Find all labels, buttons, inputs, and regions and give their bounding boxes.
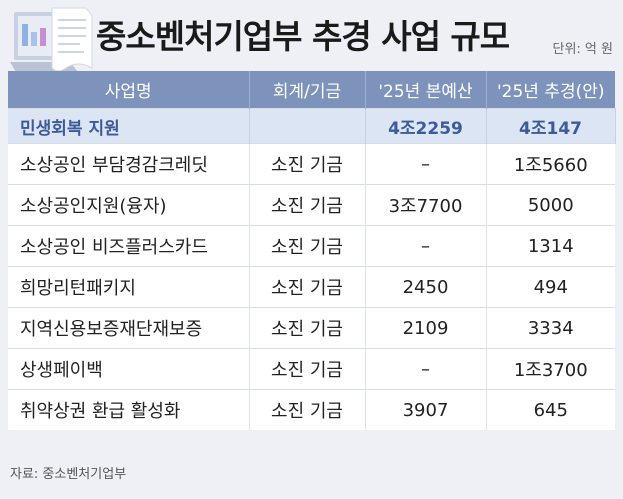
cell-supplementary: 1조3700 bbox=[486, 348, 615, 390]
laptop-document-illustration bbox=[10, 7, 93, 72]
cell-project-name: 민생회복 지원 bbox=[8, 108, 250, 144]
cell-account: 소진 기금 bbox=[249, 389, 366, 430]
cell-supplementary: 1조5660 bbox=[486, 143, 615, 185]
table-row: 소상공인 비즈플러스카드 소진 기금 –1314 bbox=[8, 225, 615, 267]
header-project: 사업명 bbox=[8, 71, 250, 109]
cell-project-name: 희망리턴패키지 bbox=[8, 266, 250, 308]
cell-project-name: 취약상권 환급 활성화 bbox=[8, 389, 250, 430]
cell-account: 소진 기금 bbox=[249, 307, 366, 349]
cell-project-name: 상생페이백 bbox=[8, 348, 250, 390]
cell-budget: 2450 bbox=[365, 266, 487, 308]
cell-project-name: 지역신용보증재단재보증 bbox=[8, 307, 250, 349]
cell-supplementary: 494 bbox=[486, 266, 615, 308]
cell-account: 소진 기금 bbox=[249, 225, 366, 267]
table-row: 소상공인지원(융자) 소진 기금 3조7700 5000 bbox=[8, 184, 615, 226]
cell-budget: 4조2259 bbox=[365, 108, 487, 144]
cell-budget: – bbox=[365, 225, 487, 267]
table-row: 희망리턴패키지 소진 기금 2450 494 bbox=[8, 266, 615, 308]
cell-account: 소진 기금 bbox=[249, 266, 366, 308]
page-title: 중소벤처기업부 추경 사업 규모 bbox=[96, 17, 510, 56]
cell-supplementary: 5000 bbox=[486, 184, 615, 226]
header-budget: '25년 본예산 bbox=[365, 71, 487, 109]
table-header-row: 사업명 회계/기금 '25년 본예산 '25년 추경(안) bbox=[8, 71, 615, 109]
table-row: 상생페이백 소진 기금 –1조3700 bbox=[8, 348, 615, 390]
cell-account: 소진 기금 bbox=[249, 348, 366, 390]
cell-supplementary: 645 bbox=[486, 389, 615, 430]
table-row: 민생회복 지원 4조2259 4조147 bbox=[8, 108, 616, 144]
table-row: 소상공인 부담경감크레딧 소진 기금 –1조5660 bbox=[8, 143, 615, 185]
cell-budget: – bbox=[365, 143, 487, 185]
cell-account bbox=[249, 108, 366, 144]
cell-budget: – bbox=[365, 348, 487, 390]
cell-supplementary: 1314 bbox=[486, 225, 615, 267]
cell-budget: 3조7700 bbox=[365, 184, 487, 226]
table-row: 지역신용보증재단재보증 소진 기금 2109 3334 bbox=[8, 307, 615, 349]
cell-budget: 3907 bbox=[365, 389, 487, 430]
unit-label: 단위: 억 원 bbox=[552, 42, 614, 57]
cell-account: 소진 기금 bbox=[249, 143, 366, 185]
cell-project-name: 소상공인지원(융자) bbox=[8, 184, 250, 226]
source-note: 자료: 중소벤처기업부 bbox=[10, 467, 127, 482]
cell-account: 소진 기금 bbox=[249, 184, 366, 226]
budget-table: 사업명 회계/기금 '25년 본예산 '25년 추경(안) 민생회복 지원 4조2… bbox=[8, 71, 616, 430]
cell-project-name: 소상공인 비즈플러스카드 bbox=[8, 225, 250, 267]
table-row: 취약상권 환급 활성화 소진 기금 3907 645 bbox=[8, 389, 615, 430]
header-supplementary: '25년 추경(안) bbox=[486, 71, 615, 109]
cell-supplementary: 4조147 bbox=[486, 108, 616, 144]
cell-project-name: 소상공인 부담경감크레딧 bbox=[8, 143, 250, 185]
cell-supplementary: 3334 bbox=[486, 307, 615, 349]
header-account: 회계/기금 bbox=[249, 71, 366, 109]
cell-budget: 2109 bbox=[365, 307, 487, 349]
